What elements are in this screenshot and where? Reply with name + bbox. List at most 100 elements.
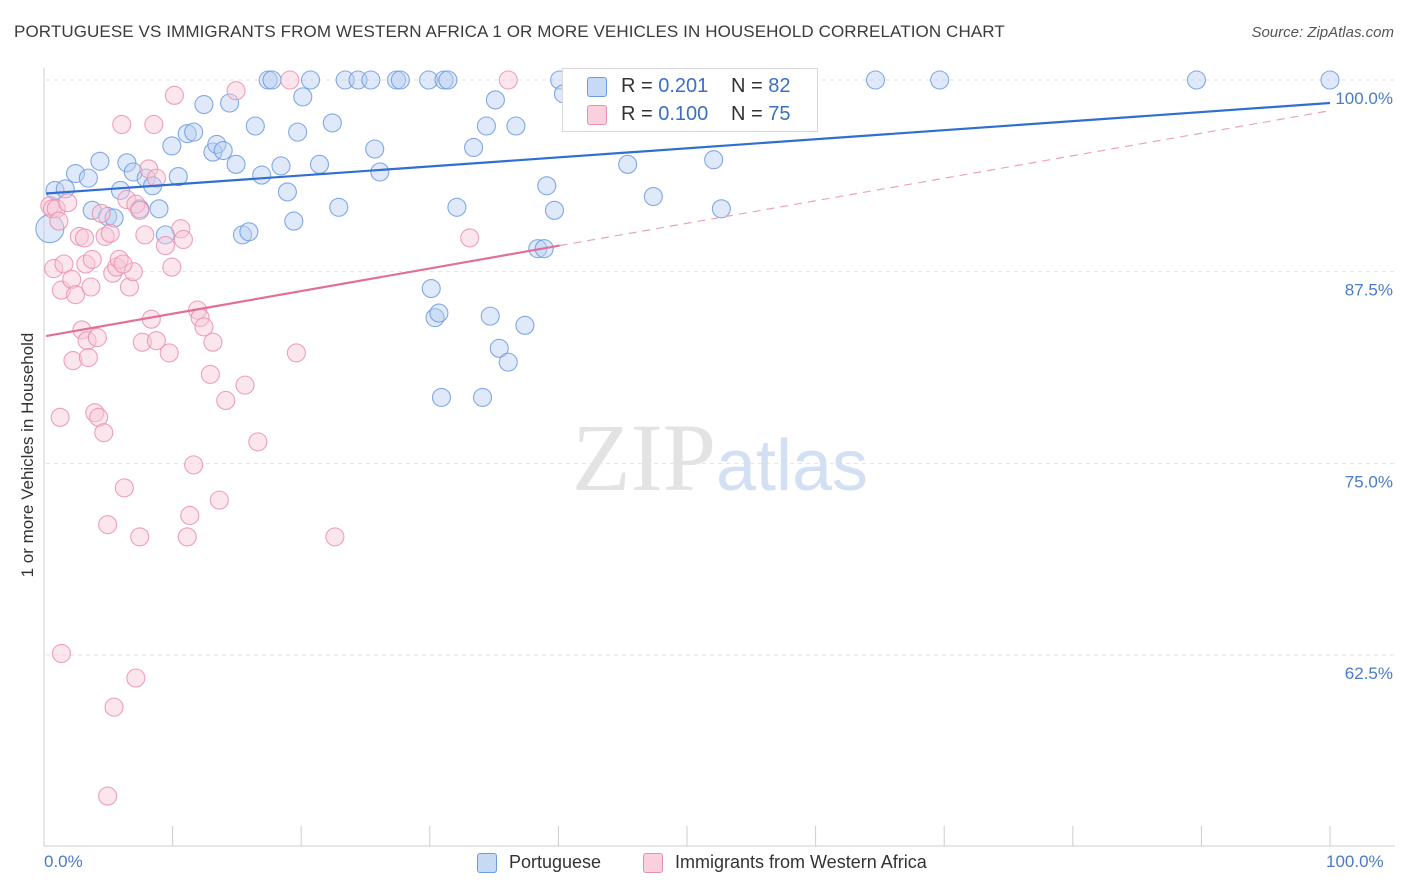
point-portuguese-4 [78, 168, 98, 188]
trend-line-extension-western-africa [559, 110, 1331, 247]
point-western-africa-33 [123, 262, 143, 282]
point-western-africa-73 [146, 168, 166, 188]
point-portuguese-49 [419, 70, 439, 90]
trend-line-western-africa [45, 244, 560, 338]
point-western-africa-15 [78, 347, 98, 368]
point-portuguese-80 [431, 387, 452, 407]
point-portuguese-15 [149, 199, 169, 219]
point-portuguese-50 [421, 278, 441, 299]
point-portuguese-37 [293, 87, 313, 107]
trend-lines [45, 101, 1331, 338]
point-portuguese-36 [288, 122, 308, 142]
point-portuguese-60 [489, 338, 509, 358]
stats-legend: R = 0.201 N = 82 R = 0.100 N = 75 [562, 68, 818, 132]
x-tick-label-min: 0.0% [44, 852, 83, 871]
point-western-africa-31 [117, 190, 137, 210]
point-western-africa-49 [180, 505, 200, 526]
point-portuguese-52 [429, 303, 449, 323]
axes [43, 68, 1395, 847]
point-western-africa-60 [248, 432, 268, 452]
point-western-africa-10 [65, 285, 86, 305]
point-western-africa-2 [44, 259, 64, 279]
watermark-atlas: atlas [716, 426, 868, 506]
point-western-africa-44 [162, 257, 182, 277]
point-portuguese-57 [476, 116, 496, 136]
point-portuguese-79 [1320, 70, 1340, 90]
watermark-zip: ZIP [572, 404, 716, 511]
point-portuguese-67 [544, 200, 565, 220]
y-tick-labels: 100.0% 87.5% 75.0% 62.5% [1335, 89, 1393, 683]
point-western-africa-48 [177, 527, 197, 547]
point-portuguese-45 [365, 139, 385, 159]
point-western-africa-61 [280, 70, 300, 90]
point-portuguese-26 [226, 154, 246, 174]
point-western-africa-8 [62, 269, 82, 289]
point-portuguese-81 [473, 387, 493, 407]
point-western-africa-72 [113, 254, 133, 274]
point-western-africa-20 [89, 407, 109, 427]
point-portuguese-8 [104, 208, 124, 228]
point-portuguese-38 [300, 70, 321, 90]
point-western-africa-37 [135, 225, 155, 245]
point-portuguese-66 [537, 176, 557, 196]
point-western-africa-6 [54, 254, 74, 274]
point-portuguese-77 [930, 70, 950, 90]
point-western-africa-35 [130, 200, 150, 220]
legend-label-western-africa: Immigrants from Western Africa [675, 852, 927, 872]
point-portuguese-29 [245, 116, 265, 136]
legend-n-western-africa: N = 75 [731, 103, 791, 125]
point-portuguese-56 [464, 137, 484, 158]
point-portuguese-9 [110, 180, 131, 200]
point-western-africa-70 [130, 527, 150, 547]
point-western-africa-21 [91, 203, 111, 223]
point-portuguese-63 [515, 315, 535, 335]
point-western-africa-58 [226, 81, 246, 101]
point-western-africa-50 [184, 455, 204, 475]
point-portuguese-59 [485, 90, 505, 110]
point-western-africa-59 [235, 375, 255, 395]
point-western-africa-17 [82, 249, 102, 269]
point-portuguese-76 [865, 70, 886, 90]
point-portuguese-73 [643, 186, 663, 207]
point-western-africa-16 [81, 277, 101, 297]
point-portuguese-3 [65, 163, 86, 184]
point-western-africa-22 [94, 423, 114, 443]
point-portuguese-21 [194, 94, 214, 115]
point-western-africa-40 [144, 114, 164, 135]
point-portuguese-78 [1186, 70, 1207, 90]
point-western-africa-23 [95, 226, 115, 246]
y-tick-label-0: 100.0% [1335, 89, 1393, 108]
point-western-africa-68 [104, 697, 124, 717]
point-portuguese-74 [704, 150, 724, 170]
point-western-africa-64 [460, 228, 480, 248]
point-western-africa-29 [112, 114, 132, 135]
point-portuguese-33 [271, 156, 291, 176]
watermark: ZIPatlas [572, 404, 868, 511]
point-portuguese-24 [213, 140, 233, 161]
point-portuguese-25 [220, 93, 240, 113]
point-portuguese-34 [277, 182, 297, 202]
point-western-africa-56 [209, 490, 229, 510]
point-western-africa-55 [203, 332, 223, 352]
point-western-africa-42 [155, 236, 175, 256]
point-portuguese-32 [262, 70, 282, 90]
legend-swatch-portuguese [587, 77, 607, 97]
point-western-africa-32 [119, 277, 140, 297]
point-portuguese-39 [309, 154, 330, 174]
point-western-africa-74 [50, 407, 70, 427]
point-western-africa-53 [194, 317, 214, 337]
legend-swatch-western-africa-bottom [643, 853, 663, 873]
chart-source: Source: ZipAtlas.com [1251, 24, 1394, 41]
point-portuguese-17 [162, 136, 182, 156]
point-western-africa-45 [164, 85, 184, 105]
trend-line-portuguese [45, 101, 1331, 195]
point-western-africa-19 [87, 328, 107, 348]
point-western-africa-4 [49, 211, 69, 231]
point-portuguese-44 [361, 70, 381, 90]
point-western-africa-7 [58, 193, 78, 213]
point-portuguese-71 [618, 154, 638, 174]
point-portuguese-61 [498, 352, 518, 372]
point-western-africa-71 [74, 228, 95, 248]
legend-n-portuguese: N = 82 [731, 75, 791, 97]
point-western-africa-69 [98, 786, 118, 806]
